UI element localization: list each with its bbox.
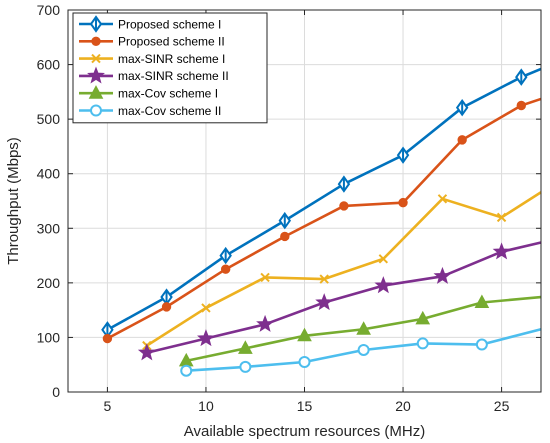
data-point-max-cov-scheme-ii	[298, 355, 311, 368]
data-point-max-cov-scheme-ii	[475, 338, 488, 351]
legend-marker	[90, 104, 102, 117]
series-max-cov-scheme-ii	[180, 327, 542, 377]
y-tick-label: 200	[37, 275, 61, 291]
y-tick-label: 500	[37, 111, 61, 127]
legend-label: max-SINR scheme I	[118, 52, 225, 66]
legend-marker	[88, 85, 104, 99]
x-tick-label: 20	[395, 398, 411, 414]
legend-entry-max-cov-scheme-i: max-Cov scheme I	[79, 85, 218, 101]
data-point-max-sinr-scheme-i	[496, 212, 507, 223]
y-axis-title: Throughput (Mbps)	[5, 137, 22, 265]
data-point-proposed-scheme-ii	[280, 231, 290, 242]
data-point-max-sinr-scheme-ii	[315, 293, 334, 311]
x-tick-label: 5	[104, 398, 112, 414]
data-point-max-sinr-scheme-ii	[433, 266, 452, 284]
y-tick-label: 0	[52, 384, 60, 400]
data-point-proposed-scheme-ii	[516, 100, 526, 111]
legend-entry-max-sinr-scheme-i: max-SINR scheme I	[79, 52, 225, 66]
data-point-max-cov-scheme-i	[238, 340, 253, 354]
data-point-max-sinr-scheme-i	[201, 303, 211, 313]
data-point-max-sinr-scheme-i	[437, 194, 448, 204]
data-point-max-sinr-scheme-i	[378, 254, 389, 264]
series-layer	[101, 67, 542, 377]
data-point-max-cov-scheme-i	[297, 327, 312, 342]
legend-marker	[91, 36, 101, 46]
data-point-proposed-scheme-i	[515, 68, 528, 86]
data-point-max-cov-scheme-ii	[416, 337, 429, 350]
data-point-max-sinr-scheme-ii	[137, 343, 156, 361]
legend-label: max-Cov scheme I	[118, 87, 218, 101]
data-point-proposed-scheme-ii	[102, 333, 113, 344]
legend-label: Proposed scheme II	[118, 35, 225, 49]
data-point-proposed-scheme-i	[219, 246, 232, 265]
x-tick-label: 15	[297, 398, 313, 414]
series-line-max-sinr-scheme-ii	[146, 241, 542, 354]
legend-box	[72, 12, 268, 124]
data-point-max-cov-scheme-i	[474, 294, 490, 309]
legend-marker	[91, 53, 101, 64]
legend: Proposed scheme I Proposed scheme II max-S…	[72, 12, 268, 124]
y-tick-label: 700	[37, 2, 61, 18]
y-tick-label: 300	[37, 220, 61, 236]
x-tick-label: 25	[494, 398, 510, 414]
y-tick-label: 100	[37, 329, 61, 345]
legend-marker	[87, 66, 105, 84]
ticks: 5 10 15 20 25 0 100 200 300 400 500 600 700	[37, 2, 541, 414]
data-point-max-cov-scheme-i	[415, 310, 431, 325]
legend-entry-max-sinr-scheme-ii: max-SINR scheme II	[79, 66, 229, 84]
x-tick-label: 10	[198, 398, 214, 414]
legend-entry-proposed-scheme-ii: Proposed scheme II	[79, 35, 225, 49]
grid	[68, 10, 541, 392]
legend-label: max-SINR scheme II	[118, 69, 229, 83]
series-line-max-sinr-scheme-i	[146, 191, 542, 347]
legend-label: max-Cov scheme II	[118, 104, 221, 118]
data-point-proposed-scheme-i	[396, 146, 410, 164]
data-point-proposed-scheme-ii	[339, 201, 349, 211]
data-point-max-sinr-scheme-ii	[374, 276, 393, 294]
legend-label: Proposed scheme I	[118, 17, 221, 31]
x-axis-title: Available spectrum resources (MHz)	[184, 423, 425, 440]
data-point-max-sinr-scheme-i	[319, 274, 329, 284]
series-max-sinr-scheme-ii	[137, 241, 542, 361]
data-point-proposed-scheme-ii	[398, 197, 408, 208]
data-point-max-sinr-scheme-ii	[256, 314, 275, 332]
data-point-max-cov-scheme-ii	[239, 360, 252, 373]
y-tick-label: 600	[37, 57, 61, 73]
data-point-proposed-scheme-i	[337, 175, 351, 193]
data-point-max-cov-scheme-ii	[180, 364, 193, 377]
data-point-max-cov-scheme-i	[356, 321, 371, 335]
y-tick-label: 400	[37, 166, 61, 182]
data-point-proposed-scheme-ii	[161, 302, 172, 312]
data-point-proposed-scheme-ii	[220, 264, 231, 274]
series-max-sinr-scheme-i	[142, 191, 542, 351]
data-point-proposed-scheme-i	[455, 98, 469, 117]
data-point-proposed-scheme-i	[278, 211, 292, 230]
series-proposed-scheme-i	[101, 67, 542, 339]
series-max-cov-scheme-i	[178, 294, 542, 367]
legend-marker	[89, 15, 103, 33]
data-point-max-sinr-scheme-ii	[197, 329, 215, 347]
data-point-proposed-scheme-ii	[457, 135, 467, 145]
series-proposed-scheme-ii	[102, 97, 542, 344]
data-point-max-sinr-scheme-i	[260, 272, 270, 283]
legend-entry-max-cov-scheme-ii: max-Cov scheme II	[79, 104, 221, 118]
data-point-max-sinr-scheme-ii	[492, 242, 511, 260]
data-point-max-cov-scheme-ii	[357, 343, 370, 356]
legend-entry-proposed-scheme-i: Proposed scheme I	[79, 15, 221, 33]
